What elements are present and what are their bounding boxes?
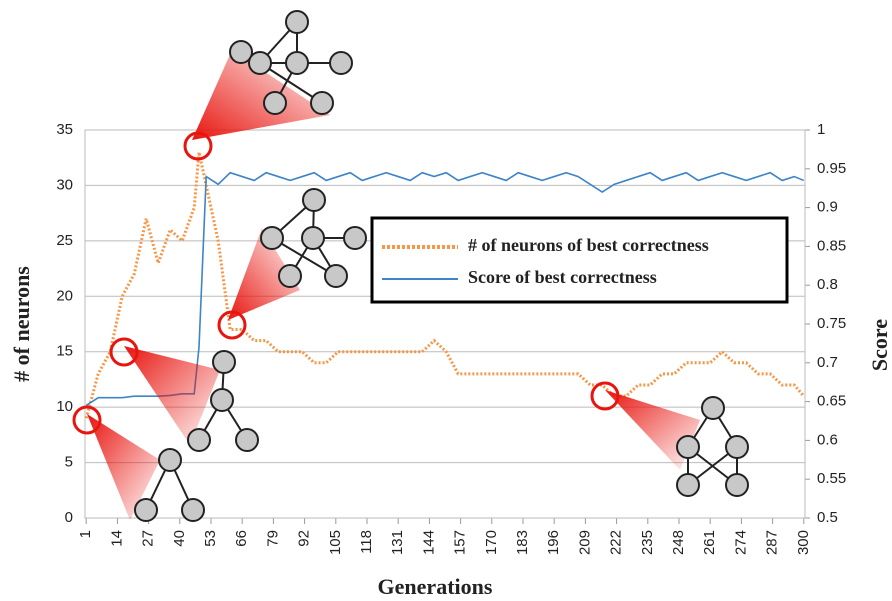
grid: 0 5 10 15 20 25 30 35 0.5 0.55 0.6 0.65 0.7 0.75 0.8 0.… — [56, 121, 846, 555]
y2-tick-label: 0.7 — [817, 354, 838, 371]
x-tick-label: 209 — [576, 530, 593, 555]
x-tick-label: 222 — [608, 530, 625, 555]
highlight-ring — [590, 381, 620, 411]
x-tick-label: 131 — [389, 530, 406, 555]
y2-tick-label: 1 — [817, 121, 825, 138]
x-axis-title: Generations — [378, 574, 493, 599]
network-diagram — [134, 448, 205, 522]
highlight-ring — [217, 310, 247, 340]
x-tick-label: 287 — [764, 530, 781, 555]
beam — [87, 414, 160, 520]
network-diagram — [676, 396, 749, 497]
y2-tick-label: 0.85 — [817, 237, 846, 254]
x-tick-label: 92 — [296, 530, 313, 547]
y-tick-label: 5 — [65, 454, 73, 471]
y-tick-label: 35 — [56, 121, 73, 138]
network-diagram — [187, 350, 259, 452]
x-tick-label: 144 — [420, 530, 437, 555]
plot-frame — [84, 129, 806, 519]
beam — [228, 228, 300, 320]
x-tick-label: 170 — [483, 530, 500, 555]
y-tick-label: 0 — [65, 509, 73, 526]
x-tick-label: 196 — [545, 530, 562, 555]
y2-tick-label: 0.55 — [817, 470, 846, 487]
highlight-ring — [72, 405, 102, 435]
x-tick-label: 157 — [452, 530, 469, 555]
x-tick-label: 1 — [77, 530, 94, 538]
y2-tick-label: 0.8 — [817, 276, 838, 293]
legend: # of neurons of best correctness Score of… — [370, 216, 789, 304]
highlight-ring — [109, 337, 139, 367]
y-tick-label: 15 — [56, 343, 73, 360]
network-diagram — [260, 188, 367, 288]
x-tick-label: 14 — [108, 530, 125, 547]
x-tick-label: 27 — [140, 530, 157, 547]
x-tick-label: 261 — [701, 530, 718, 555]
legend-box — [370, 216, 789, 304]
x-tick-label: 79 — [264, 530, 281, 547]
x-tick-label: 183 — [514, 530, 531, 555]
y2-tick-label: 0.5 — [817, 509, 838, 526]
y-tick-label: 30 — [56, 176, 73, 193]
legend-label: # of neurons of best correctness — [468, 235, 709, 255]
y-axis-title: # of neurons — [9, 266, 34, 382]
y2-axis-title: Score — [867, 319, 892, 371]
network-diagram — [229, 10, 353, 115]
y-tick-label: 25 — [56, 232, 73, 249]
y2-tick-label: 0.75 — [817, 315, 846, 332]
annotations — [72, 10, 749, 522]
x-tick-label: 66 — [233, 530, 250, 547]
y2-tick-label: 0.95 — [817, 160, 846, 177]
beam — [124, 346, 220, 445]
x-tick-label: 105 — [327, 530, 344, 555]
beam — [192, 50, 330, 140]
y-tick-label: 20 — [56, 287, 73, 304]
y2-tick-label: 0.9 — [817, 199, 838, 216]
x-tick-label: 53 — [202, 530, 219, 547]
x-tick-label: 118 — [358, 530, 375, 554]
x-tick-label: 235 — [639, 530, 656, 555]
y2-tick-label: 0.65 — [817, 393, 846, 410]
y-tick-label: 10 — [56, 398, 73, 415]
x-tick-label: 300 — [795, 530, 812, 555]
legend-label: Score of best correctness — [468, 267, 657, 287]
highlight-ring — [183, 131, 213, 161]
x-tick-label: 248 — [670, 530, 687, 555]
y2-tick-label: 0.6 — [817, 431, 838, 448]
series-line — [85, 171, 805, 407]
x-tick-label: 40 — [171, 530, 188, 547]
beam — [605, 390, 700, 470]
x-tick-label: 274 — [732, 530, 749, 555]
